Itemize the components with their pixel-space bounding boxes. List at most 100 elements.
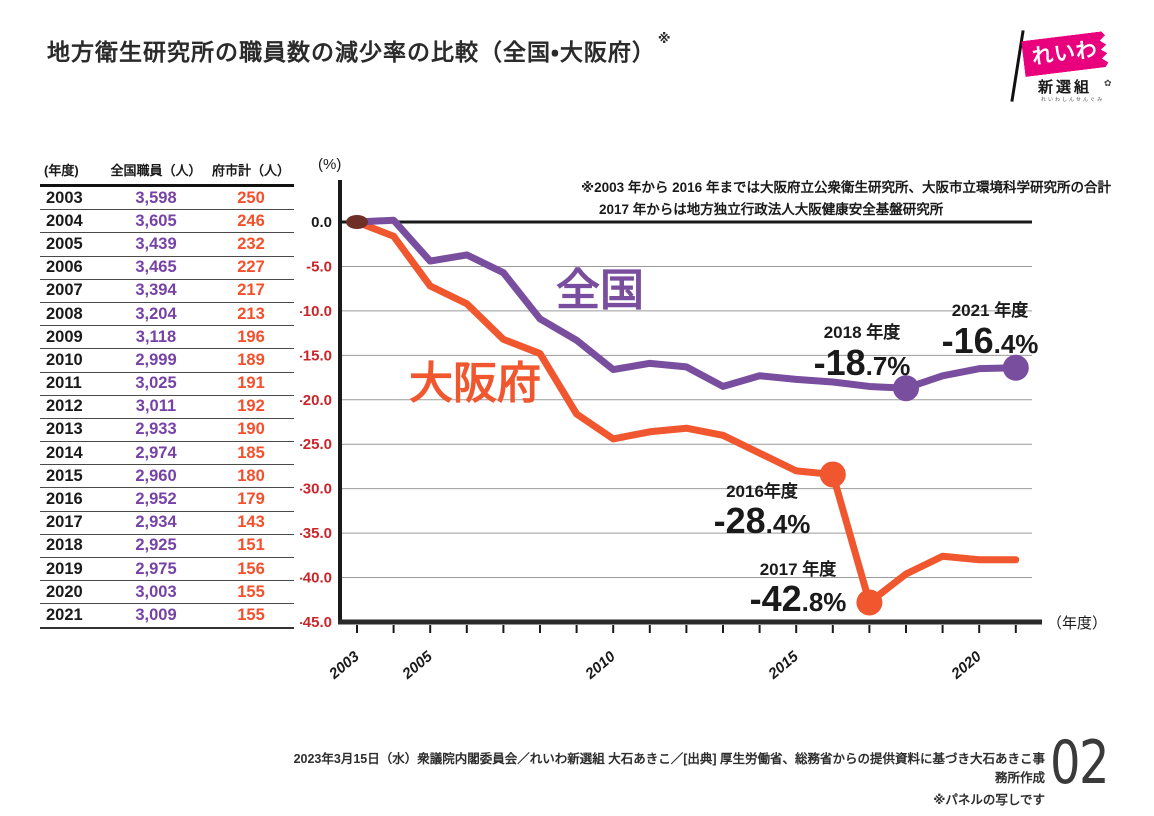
national-staff-cell: 3,009 [104,603,208,628]
start-point-dot [346,215,368,229]
year-cell: 2008 [40,301,104,326]
footer-source-line: 2023年3月15日（水）衆議院内閣委員会／れいわ新選組 大石あきこ／[出典] … [293,752,1045,785]
year-cell: 2012 [40,394,104,419]
year-cell: 2005 [40,232,104,257]
year-cell: 2015 [40,464,104,488]
y-tick-label: 0.0 [311,214,332,231]
chart-note-line: ※2003 年から 2016 年までは大阪府立公衆衛生研究所、大阪市立環境科学研… [581,179,1111,195]
flag-icon: れいわ [1021,31,1109,77]
osaka-total-cell: 217 [208,278,295,303]
annotation-year-label: 2016年度 [726,481,799,501]
year-cell: 2014 [40,441,104,465]
staff-table: (年度) 全国職員（人） 府市計（人） 2003 3,598 250 2004 3,60… [40,160,295,629]
year-cell: 2017 [40,510,104,535]
table-row: 2018 2,925 151 [40,533,295,558]
osaka-total-cell: 179 [208,487,295,512]
national-staff-cell: 3,003 [104,580,208,604]
y-tick-label: -5.0 [306,258,332,275]
page-title: 地方衛生研究所の職員数の減少率の比較（全国・大阪府）※ [47,31,670,67]
year-cell: 2009 [40,325,104,349]
osaka-total-cell: 180 [208,464,295,488]
x-tick-label: 2015 [765,648,803,684]
national-staff-cell: 2,975 [104,556,208,581]
y-tick-label: -25.0 [300,436,332,453]
national-staff-cell: 3,605 [104,209,208,233]
year-cell: 2016 [40,487,104,512]
series-label-national: 全国 [556,266,644,315]
table-row: 2008 3,204 213 [40,301,295,326]
table-row: 2021 3,009 155 [40,603,295,628]
osaka-total-cell: 246 [208,209,295,233]
decline-rate-chart: 0.0 -5.0 -10.0 -15.0 -20.0 -25.0 -30.0 -35.0 -40… [298,150,1130,710]
osaka-total-cell: 155 [208,603,295,628]
y-tick-label: -15.0 [300,347,332,364]
table-row: 2004 3,605 246 [40,209,295,233]
osaka-total-cell: 156 [208,556,295,581]
osaka-total-cell: 213 [208,301,295,326]
staff-table-header: (年度) 全国職員（人） 府市計（人） [40,160,295,187]
national-staff-cell: 3,204 [104,301,208,326]
column-header-national: 全国職員（人） [104,160,208,187]
highlight-dot-2016 [819,461,846,488]
year-cell: 2003 [40,184,104,210]
osaka-total-cell: 155 [208,580,295,604]
osaka-total-cell: 192 [208,394,295,419]
table-row: 2005 3,439 232 [40,232,295,257]
annotation-year-label: 2017 年度 [760,559,838,579]
x-tick-label: 2010 [582,648,620,684]
highlight-dot-2018 [893,375,919,402]
annotation-value-label: -42.8% [750,578,847,619]
x-tick-label: 2005 [399,648,437,684]
table-row: 2019 2,975 156 [40,556,295,581]
national-staff-cell: 3,025 [104,371,208,396]
logo-tiny-text: れいわしんせんぐみ [1041,97,1105,103]
annotation-value-label: -28.4% [714,500,811,541]
national-staff-cell: 2,999 [104,348,208,372]
osaka-total-cell: 196 [208,325,295,349]
annotation-year-label: 2021 年度 [952,300,1030,320]
year-cell: 2006 [40,255,104,280]
column-header-year: (年度) [40,160,104,187]
table-row: 2015 2,960 180 [40,464,295,488]
osaka-total-cell: 185 [208,441,295,465]
chart-canvas: 0.0 -5.0 -10.0 -15.0 -20.0 -25.0 -30.0 -35.0 -40… [298,156,1112,684]
x-axis-unit: （年度） [1047,615,1107,632]
table-row: 2012 3,011 192 [40,394,295,419]
annotation-year-label: 2018 年度 [824,322,902,342]
table-row: 2006 3,465 227 [40,255,295,280]
page-title-text: 地方衛生研究所の職員数の減少率の比較（全国・大阪府） [47,39,656,65]
year-cell: 2011 [40,371,104,396]
year-cell: 2004 [40,209,104,233]
table-row: 2014 2,974 185 [40,441,295,465]
osaka-total-cell: 250 [208,184,295,210]
footer: 2023年3月15日（水）衆議院内閣委員会／れいわ新選組 大石あきこ／[出典] … [285,748,1045,808]
flag-pole-icon [1010,30,1025,102]
reiwa-shinsengumi-logo: れいわ 新選組 ✿ れいわしんせんぐみ [1008,26,1126,108]
national-staff-cell: 3,394 [104,278,208,303]
y-tick-label: -20.0 [300,392,332,409]
national-staff-cell: 3,439 [104,232,208,257]
table-row: 2017 2,934 143 [40,510,295,535]
chart-note-line: 2017 年からは地方独立行政法人大阪健康安全基盤研究所 [599,201,944,217]
y-tick-label: -10.0 [300,303,332,320]
national-staff-cell: 3,011 [104,394,208,419]
osaka-total-cell: 189 [208,348,295,372]
national-staff-cell: 2,933 [104,417,208,442]
national-staff-cell: 2,960 [104,464,208,488]
osaka-total-cell: 227 [208,255,295,280]
table-row: 2009 3,118 196 [40,325,295,349]
highlight-dot-2017 [856,589,883,616]
y-tick-label: -30.0 [300,481,332,498]
table-row: 2011 3,025 191 [40,371,295,396]
national-staff-cell: 2,952 [104,487,208,512]
year-cell: 2020 [40,580,104,604]
year-cell: 2018 [40,533,104,558]
year-cell: 2019 [40,556,104,581]
year-cell: 2021 [40,603,104,628]
national-staff-cell: 2,925 [104,533,208,558]
annotation-value-label: -16.4% [942,320,1039,361]
page-number: 02 [1050,728,1109,798]
national-staff-cell: 2,974 [104,441,208,465]
osaka-total-cell: 232 [208,232,295,257]
national-staff-cell: 3,465 [104,255,208,280]
